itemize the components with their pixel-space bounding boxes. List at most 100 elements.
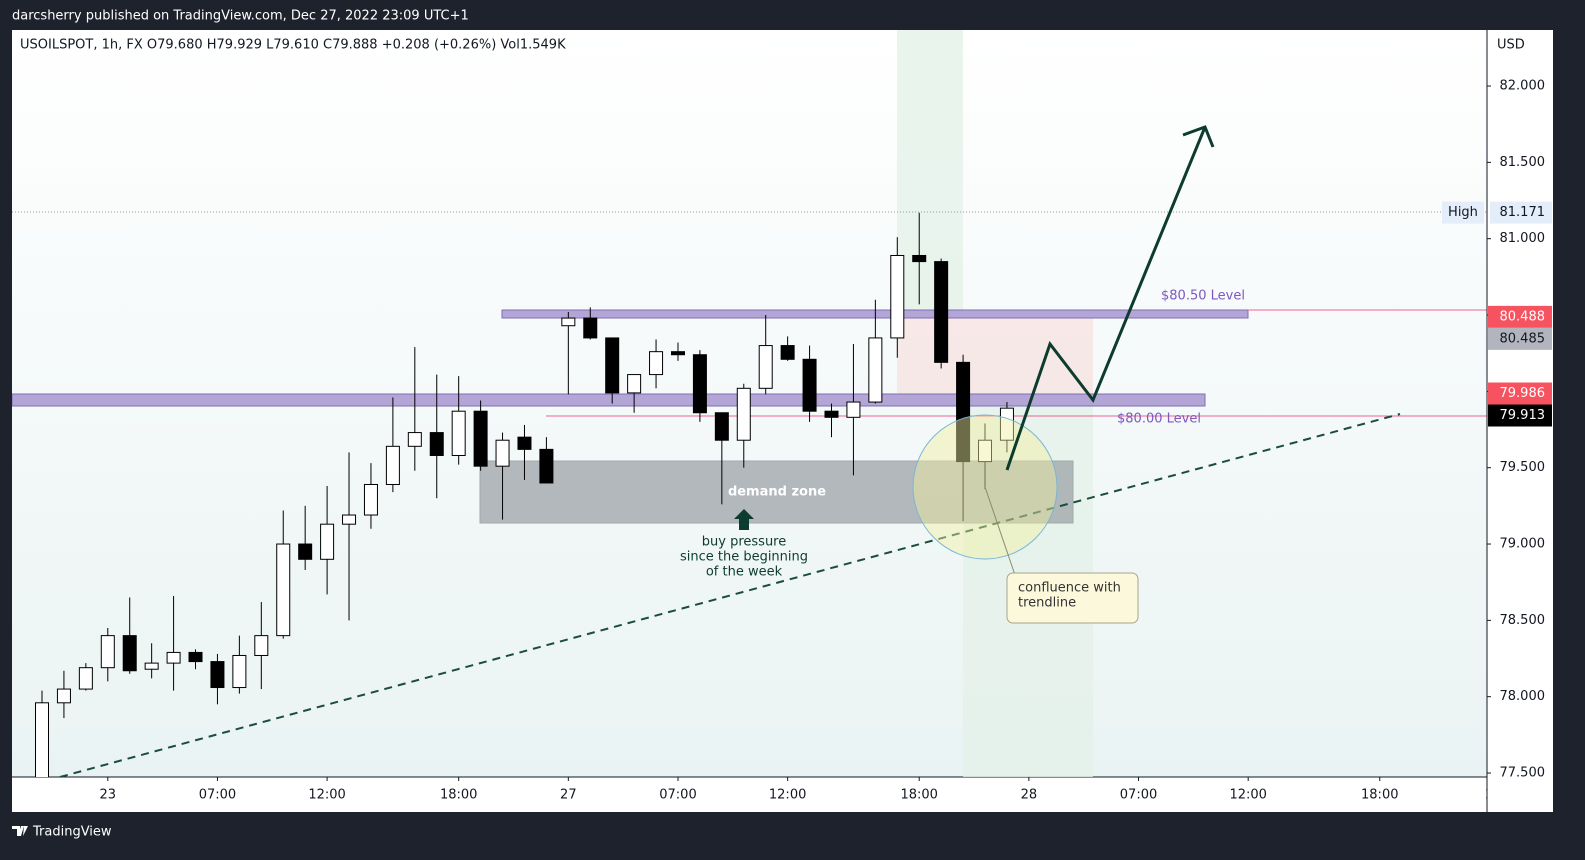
x-tick-label: 28: [1021, 788, 1038, 803]
price-tag: [1488, 327, 1552, 350]
candle-body: [451, 410, 466, 456]
candle-body: [802, 358, 817, 412]
candle-body: [583, 317, 598, 339]
price-tag-label: 81.171: [1500, 205, 1546, 220]
drawings: [12, 30, 1487, 777]
logo: [12, 826, 28, 836]
time-axis: [12, 777, 1487, 812]
x-tick-label: 12:00: [308, 788, 345, 803]
candle-body: [100, 635, 115, 669]
x-tick-label: 18:00: [440, 788, 477, 803]
candle-body: [517, 436, 532, 450]
candle-body: [232, 654, 247, 689]
candle-body: [188, 651, 203, 663]
high-tag: [1442, 201, 1484, 224]
y-tick-label: 79.500: [1500, 460, 1546, 475]
x-tick-label: 18:00: [900, 788, 937, 803]
candle-body: [539, 448, 554, 484]
callout-text: trendline: [1018, 596, 1076, 611]
y-tick-label: 77.500: [1500, 766, 1546, 781]
symbol-header: USOILSPOT, 1h, FX O79.680 H79.929 L79.61…: [20, 38, 566, 53]
arrow-head: [1182, 125, 1215, 148]
candle-body: [298, 543, 313, 560]
y-tick-label: 79.000: [1500, 537, 1546, 552]
price-tag: [1488, 305, 1552, 328]
zone-label: demand zone: [728, 485, 826, 500]
candle-body: [407, 432, 422, 447]
level-band: [12, 393, 1206, 407]
candle-body: [473, 410, 488, 467]
candle-body: [56, 688, 71, 704]
up-arrow: [734, 509, 754, 530]
x-tick-label: 12:00: [769, 788, 806, 803]
candle-body: [627, 374, 642, 394]
candle-body: [846, 401, 861, 418]
candle-body: [999, 407, 1014, 441]
trendline: [59, 413, 1401, 777]
y-tick-label: 81.000: [1500, 231, 1546, 246]
candle-body: [166, 651, 181, 664]
note: since the beginning: [680, 550, 808, 565]
candle-body: [35, 702, 50, 777]
y-tick-label: 78.500: [1500, 613, 1546, 628]
candle-body: [758, 345, 773, 389]
candle-body: [780, 345, 795, 360]
candle-body: [605, 337, 620, 394]
candle-body: [868, 337, 883, 403]
callout-text: confluence with: [1018, 581, 1121, 596]
callout: [1006, 572, 1139, 624]
price-tag-label: 79.986: [1500, 386, 1546, 401]
candle-body: [320, 523, 335, 560]
publisher: darcsherry published on TradingView.com,…: [12, 9, 469, 24]
candle-body: [78, 667, 93, 690]
x-tick-label: 07:00: [659, 788, 696, 803]
candle-body: [342, 514, 357, 525]
candle-body: [649, 351, 664, 376]
overlay: $80.50 Level $80.00 Level demand zone bu…: [680, 125, 1245, 624]
y-tick-label: 82.000: [1500, 79, 1546, 94]
demand-zone: [479, 460, 1074, 524]
candle-body: [714, 412, 729, 441]
y-tick-label: 78.000: [1500, 689, 1546, 704]
x-tick-label: 27: [560, 788, 577, 803]
x-tick-label: 23: [100, 788, 117, 803]
candle-body: [934, 261, 949, 363]
x-tick-label: 18:00: [1361, 788, 1398, 803]
candle-body: [978, 439, 993, 463]
x-tick-label: 07:00: [1120, 788, 1157, 803]
candle-body: [670, 351, 685, 356]
level-label: $80.50 Level: [1161, 289, 1245, 304]
price-tag: [1490, 201, 1552, 224]
candle-body: [210, 661, 225, 689]
brand-name: TradingView: [32, 825, 112, 840]
high-tag-label: High: [1448, 205, 1478, 220]
projection-arrow: [1005, 126, 1207, 471]
callout-pointer: [984, 486, 1016, 576]
highlight: [897, 30, 963, 318]
x-tick-label: 07:00: [199, 788, 236, 803]
candle-body: [561, 317, 576, 327]
price-tag-label: 79.913: [1500, 408, 1546, 423]
price-tag-label: 80.485: [1500, 331, 1546, 346]
price-tag: [1488, 404, 1552, 427]
candle-body: [276, 543, 291, 637]
level-label: $80.00 Level: [1117, 412, 1201, 427]
note: of the week: [706, 565, 783, 580]
candle-body: [912, 254, 927, 263]
candle-body: [363, 483, 378, 516]
candle-body: [144, 662, 159, 670]
candles: [35, 212, 1014, 777]
currency: USD: [1497, 38, 1525, 53]
candle-body: [495, 439, 510, 467]
highlight: [897, 318, 1093, 394]
x-tick-label: 12:00: [1229, 788, 1266, 803]
price-tag-label: 80.488: [1500, 309, 1546, 324]
note: buy pressure: [702, 535, 786, 550]
candle-body: [254, 635, 269, 656]
candle-body: [736, 387, 751, 441]
candle-body: [692, 354, 707, 414]
candle-body: [429, 432, 444, 456]
candle-body: [956, 361, 971, 463]
candle-body: [890, 254, 905, 339]
